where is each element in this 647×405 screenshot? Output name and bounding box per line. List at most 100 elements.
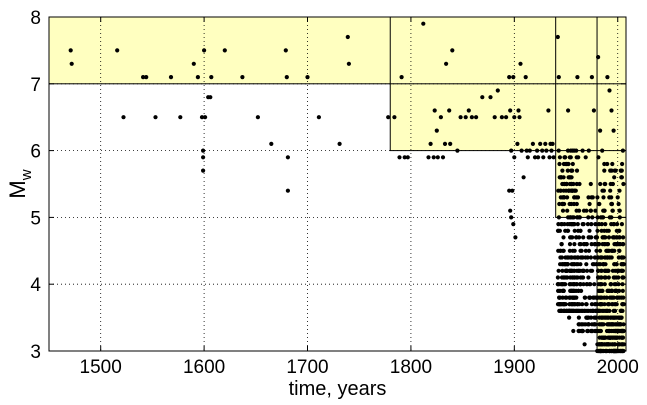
data-point bbox=[609, 168, 614, 173]
data-point bbox=[586, 215, 591, 220]
data-point bbox=[546, 108, 551, 113]
data-point bbox=[202, 48, 207, 53]
data-point bbox=[620, 308, 625, 313]
data-point bbox=[613, 268, 618, 273]
data-point bbox=[556, 215, 562, 220]
data-point bbox=[509, 148, 514, 153]
data-point bbox=[593, 222, 598, 227]
data-point bbox=[450, 48, 455, 53]
data-point bbox=[570, 262, 575, 267]
data-point bbox=[590, 308, 595, 313]
data-point bbox=[621, 181, 626, 187]
data-point bbox=[609, 302, 615, 307]
data-point bbox=[560, 201, 565, 207]
data-point bbox=[583, 155, 588, 160]
data-point bbox=[585, 222, 591, 227]
data-point bbox=[561, 175, 566, 180]
data-point bbox=[556, 268, 561, 273]
data-point bbox=[609, 222, 614, 227]
data-point bbox=[555, 34, 560, 40]
data-point bbox=[621, 295, 626, 300]
data-point bbox=[283, 48, 288, 53]
x-tick-label: 1900 bbox=[493, 357, 535, 378]
data-point bbox=[603, 275, 608, 280]
data-point bbox=[620, 302, 625, 307]
data-point bbox=[121, 115, 126, 120]
data-point bbox=[571, 222, 576, 227]
data-point bbox=[595, 195, 600, 200]
data-point bbox=[567, 242, 573, 247]
data-point bbox=[511, 222, 516, 227]
data-point bbox=[557, 228, 563, 233]
data-point bbox=[586, 322, 591, 327]
data-point bbox=[614, 242, 619, 247]
data-point bbox=[577, 208, 582, 213]
data-point bbox=[209, 75, 214, 80]
data-point bbox=[440, 155, 446, 160]
data-point bbox=[586, 195, 591, 200]
data-point bbox=[69, 61, 74, 66]
data-point bbox=[557, 295, 562, 300]
data-point bbox=[577, 215, 582, 220]
data-point bbox=[579, 322, 584, 327]
data-point bbox=[595, 228, 600, 233]
data-point bbox=[499, 115, 504, 120]
data-point bbox=[564, 188, 569, 193]
data-point bbox=[606, 268, 611, 273]
data-point bbox=[448, 141, 453, 146]
data-point bbox=[567, 308, 572, 313]
data-point bbox=[579, 328, 584, 334]
data-point bbox=[442, 141, 448, 146]
data-point bbox=[576, 155, 581, 160]
data-point bbox=[574, 235, 579, 240]
data-point bbox=[567, 315, 572, 320]
data-point bbox=[570, 148, 575, 153]
data-point bbox=[115, 48, 120, 53]
data-point bbox=[599, 268, 604, 273]
data-point bbox=[562, 155, 567, 160]
data-point bbox=[614, 295, 620, 300]
data-point bbox=[590, 195, 595, 200]
data-point bbox=[469, 115, 474, 120]
data-point bbox=[569, 188, 574, 193]
data-point bbox=[561, 235, 566, 240]
data-point bbox=[575, 75, 580, 80]
data-point bbox=[578, 228, 583, 233]
data-point bbox=[201, 148, 206, 153]
data-point bbox=[587, 295, 592, 300]
data-point bbox=[565, 195, 570, 200]
data-point bbox=[594, 235, 600, 240]
data-point bbox=[617, 215, 622, 220]
data-point bbox=[597, 315, 602, 320]
data-point bbox=[540, 148, 545, 153]
data-point bbox=[591, 108, 597, 113]
data-point bbox=[575, 222, 580, 227]
data-point bbox=[574, 168, 580, 173]
data-point bbox=[584, 302, 589, 307]
x-axis-ticks: 1500 1600 1700 1800 1900 2000 bbox=[80, 17, 639, 378]
data-point bbox=[609, 201, 614, 207]
data-point bbox=[600, 288, 605, 293]
data-point bbox=[405, 155, 410, 160]
data-point bbox=[568, 288, 573, 293]
data-point bbox=[571, 328, 576, 334]
data-point bbox=[614, 302, 619, 307]
data-point bbox=[607, 195, 612, 200]
data-point bbox=[527, 148, 532, 153]
data-point bbox=[587, 235, 592, 240]
y-tick-label: 8 bbox=[30, 8, 41, 29]
data-point bbox=[559, 222, 564, 227]
data-point bbox=[604, 342, 609, 347]
data-point bbox=[618, 315, 623, 320]
data-point bbox=[560, 208, 566, 213]
data-point bbox=[567, 282, 573, 287]
data-point bbox=[201, 155, 206, 160]
data-point bbox=[525, 155, 530, 160]
data-point bbox=[556, 222, 561, 227]
data-point bbox=[616, 328, 622, 334]
data-point bbox=[599, 282, 604, 287]
data-point bbox=[466, 108, 471, 113]
y-tick-label: 6 bbox=[30, 142, 41, 163]
data-point bbox=[141, 75, 146, 80]
data-point bbox=[598, 248, 603, 253]
